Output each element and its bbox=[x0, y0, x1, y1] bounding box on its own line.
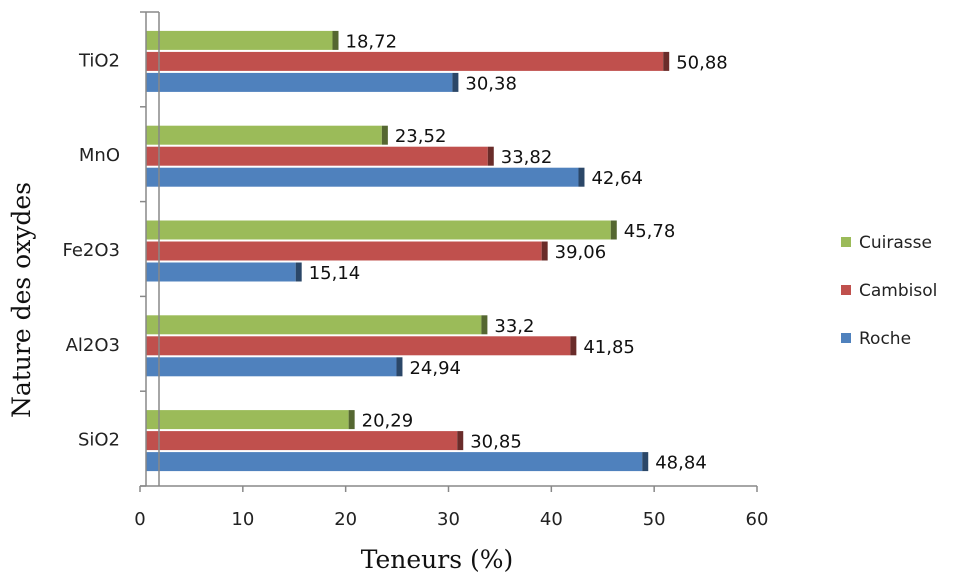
legend-item-roche: Roche bbox=[841, 329, 911, 349]
x-tick-label: 20 bbox=[334, 509, 357, 530]
bar-roche-al2o3 bbox=[146, 357, 403, 377]
category-label-mno: MnO bbox=[79, 145, 120, 166]
legend-item-cuirasse: Cuirasse bbox=[841, 233, 932, 253]
legend-label: Cuirasse bbox=[859, 233, 932, 253]
x-axis-title: Teneurs (%) bbox=[361, 545, 514, 574]
x-tick-label: 10 bbox=[231, 509, 254, 530]
value-label-roche-sio2: 48,84 bbox=[655, 453, 707, 474]
bar-cambisol-al2o3 bbox=[146, 336, 577, 356]
category-label-sio2: SiO2 bbox=[78, 430, 120, 451]
value-label-roche-tio2: 30,38 bbox=[465, 73, 517, 94]
value-label-roche-fe2o3: 15,14 bbox=[309, 263, 361, 284]
y-axis-title: Nature des oxydes bbox=[7, 182, 36, 418]
value-label-roche-al2o3: 24,94 bbox=[409, 358, 461, 379]
value-label-cambisol-al2o3: 41,85 bbox=[583, 337, 635, 358]
legend-label: Cambisol bbox=[859, 281, 937, 301]
bar-cuirasse-al2o3 bbox=[146, 315, 488, 335]
value-label-cuirasse-mno: 23,52 bbox=[395, 126, 447, 147]
bar-roche-tio2 bbox=[146, 72, 459, 92]
value-label-cambisol-mno: 33,82 bbox=[501, 147, 553, 168]
legend-item-cambisol: Cambisol bbox=[841, 281, 937, 301]
value-label-cuirasse-sio2: 20,29 bbox=[362, 411, 414, 432]
value-label-cuirasse-tio2: 18,72 bbox=[346, 31, 398, 52]
category-labels: SiO2 Al2O3 Fe2O3 MnO TiO2 bbox=[62, 50, 120, 450]
legend: Cuirasse Cambisol Roche bbox=[841, 233, 937, 349]
bar-cambisol-tio2 bbox=[146, 51, 670, 71]
legend-swatch bbox=[841, 333, 851, 343]
bar-cuirasse-sio2 bbox=[146, 410, 355, 430]
value-label-cambisol-fe2o3: 39,06 bbox=[555, 242, 607, 263]
x-tick-label: 40 bbox=[540, 509, 563, 530]
value-label-cuirasse-fe2o3: 45,78 bbox=[624, 221, 676, 242]
bar-roche-sio2 bbox=[146, 452, 649, 472]
category-label-tio2: TiO2 bbox=[78, 50, 120, 71]
bar-cambisol-mno bbox=[146, 146, 494, 166]
x-tick-label: 60 bbox=[746, 509, 769, 530]
category-label-al2o3: Al2O3 bbox=[66, 335, 120, 356]
value-label-cambisol-sio2: 30,85 bbox=[470, 432, 522, 453]
bar-cuirasse-fe2o3 bbox=[146, 220, 617, 240]
bar-cuirasse-tio2 bbox=[146, 30, 339, 50]
bars-layer bbox=[146, 30, 670, 472]
x-tick-label: 0 bbox=[134, 509, 145, 530]
value-labels: 48,84 30,85 20,29 24,94 41,85 33,2 15,14 39,06 4… bbox=[309, 31, 728, 473]
x-tick-label: 50 bbox=[643, 509, 666, 530]
bar-roche-fe2o3 bbox=[146, 262, 302, 282]
value-label-roche-mno: 42,64 bbox=[591, 168, 643, 189]
bar-cuirasse-mno bbox=[146, 125, 388, 145]
bar-cambisol-fe2o3 bbox=[146, 241, 548, 261]
x-tick-label: 30 bbox=[437, 509, 460, 530]
category-label-fe2o3: Fe2O3 bbox=[62, 240, 120, 261]
legend-swatch bbox=[841, 285, 851, 295]
bar-roche-mno bbox=[146, 167, 585, 187]
value-label-cuirasse-al2o3: 33,2 bbox=[494, 316, 534, 337]
ticks-layer: 0 10 20 30 40 50 60 bbox=[134, 11, 769, 530]
legend-swatch bbox=[841, 237, 851, 247]
bar-cambisol-sio2 bbox=[146, 431, 464, 451]
legend-label: Roche bbox=[859, 329, 911, 349]
value-label-cambisol-tio2: 50,88 bbox=[676, 52, 728, 73]
